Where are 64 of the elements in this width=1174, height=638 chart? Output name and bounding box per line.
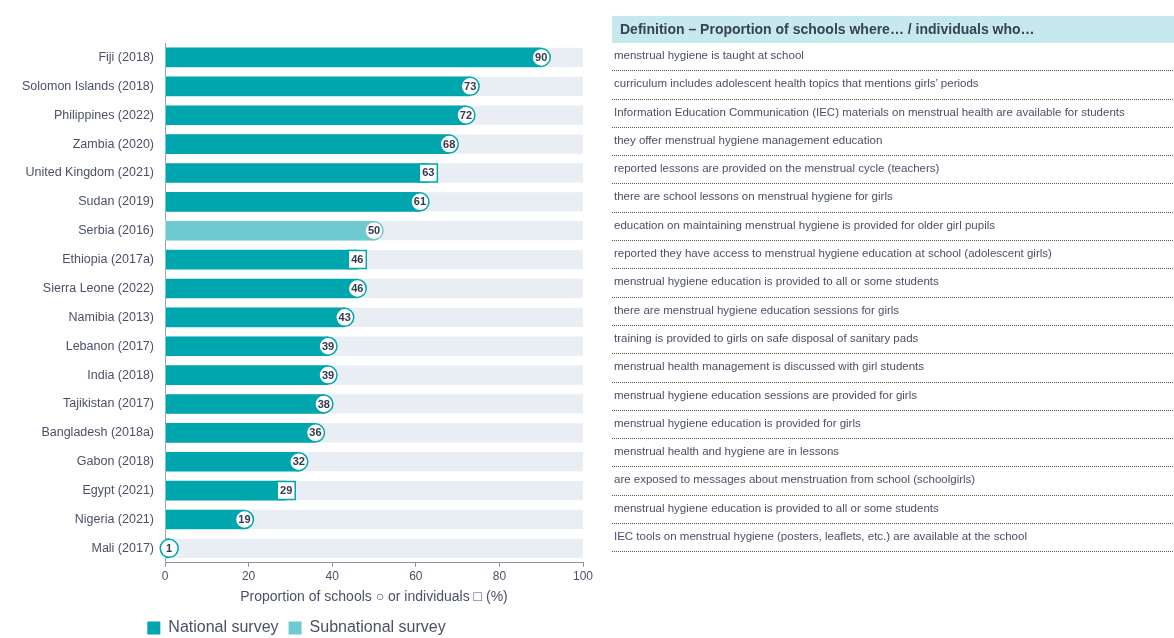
text: there are school lessons on menstrual hygiene for girls [612,184,1174,213]
data-label: 1 [166,541,173,554]
y-tick-label: Sierra Leone (2022) [42,280,154,295]
text: they offer menstrual hygiene management education [612,127,1174,157]
y-tick-label: Sudan (2019) [78,194,154,209]
y-tick-label: Egypt (2021) [82,483,154,498]
text: menstrual hygiene is taught at school [612,43,1174,72]
y-tick-label: Fiji (2018) [98,49,154,64]
data-label: 61 [413,195,427,208]
y-tick-label: Mali (2017) [91,540,154,555]
text: reported lessons are provided on the menstrual cycle (teachers) [612,156,1174,185]
y-tick-label: Namibia (2013) [68,309,154,324]
y-tick-label: Ethiopia (2017a) [62,252,154,267]
y-tick-label: United Kingdom (2021) [25,165,154,180]
text: there are menstrual hygiene education sessions for girls [612,297,1174,326]
data-label: 46 [351,281,364,294]
y-tick-label: Tajikistan (2017) [62,396,154,411]
data-label: 63 [422,166,435,179]
y-tick-label: Lebanon (2017) [65,338,154,353]
y-tick-label: Serbia (2016) [78,223,154,238]
text: are exposed to messages about menstruation from school (schoolgirls) [612,467,1174,496]
legend-label: National survey [168,618,279,636]
data-label: 39 [321,339,335,352]
text: menstrual hygiene education sessions are provided for girls [612,382,1174,411]
x-tick-label: 0 [161,569,169,584]
text: IEC tools on menstrual hygiene (posters, leaflets, etc.) are available at the school [612,524,1174,553]
text: training is provided to girls on safe disposal of sanitary pads [612,325,1174,355]
x-tick-label: 20 [241,569,256,584]
text: Information Education Communication (IEC) materials on menstrual health are available for students [612,99,1174,128]
x-tick-label: 80 [492,569,507,584]
text: menstrual health management is discussed with girl students [612,354,1174,383]
y-tick-label: India (2018) [87,367,154,382]
y-tick-label: Solomon Islands (2018) [21,78,154,93]
y-tick-label: Philippines (2022) [53,107,154,122]
text: education on maintaining menstrual hygiene is provided for older girl pupils [612,212,1174,242]
y-tick-label: Zambia (2020) [72,136,154,151]
data-label: 43 [338,310,351,323]
text: reported they have access to menstrual hygiene education at school (adolescent girls) [612,241,1174,270]
data-label: 46 [351,253,364,266]
text: menstrual hygiene education is provided to all or some students [612,269,1174,298]
x-tick-label: 60 [409,569,423,584]
data-label: 36 [309,426,322,439]
x-tick-label: 40 [325,569,340,584]
y-tick-label: Nigeria (2021) [74,511,154,526]
data-label: 73 [464,79,477,92]
data-label: 32 [292,455,305,468]
y-tick-label: Bangladesh (2018a) [41,425,154,440]
legend-label: Subnational survey [309,618,446,636]
data-label: 50 [367,224,381,237]
x-tick-label: 100 [572,569,594,584]
data-label: 19 [238,513,251,526]
text: menstrual health and hygiene are in lessons [612,439,1174,468]
data-label: 90 [535,50,548,63]
data-label: 68 [443,137,456,150]
text: Definition – Proportion of schools where… / individuals who… [612,16,1174,43]
data-label: 72 [459,108,473,121]
data-label: 29 [280,484,293,497]
y-tick-label: Gabon (2018) [76,454,154,469]
data-label: 39 [321,368,335,381]
text: menstrual hygiene education is provided to all or some students [612,495,1174,525]
data-label: 38 [317,397,330,410]
text: curriculum includes adolescent health topics that mentions girls’ periods [612,71,1174,100]
x-axis-title: Proportion of schools ○ or individuals □ (%) [240,588,508,605]
text: menstrual hygiene education is provided for girls [612,410,1174,440]
